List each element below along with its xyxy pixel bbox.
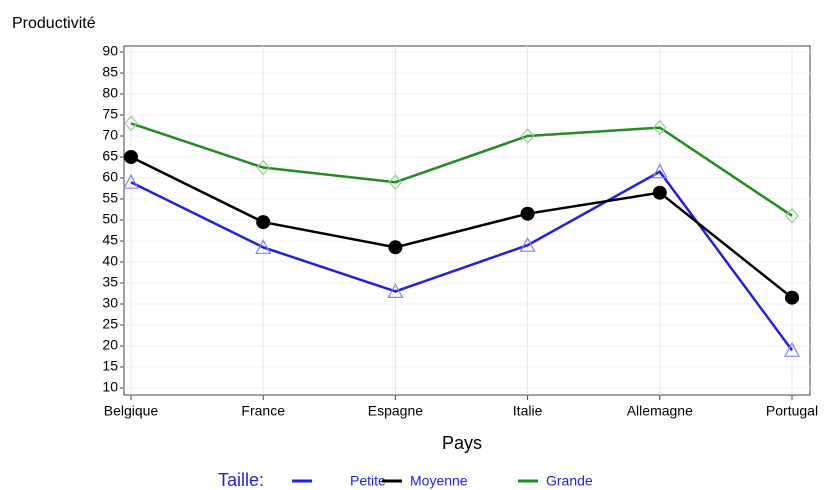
point xyxy=(256,159,270,176)
x-axis-label: Pays xyxy=(442,433,482,453)
point xyxy=(783,341,801,357)
x-tick-label: France xyxy=(241,403,285,419)
point xyxy=(256,215,271,230)
y-tick-label: 20 xyxy=(102,337,118,353)
y-tick-label: 65 xyxy=(102,148,118,164)
point xyxy=(124,115,138,132)
point xyxy=(520,206,535,221)
point xyxy=(652,185,667,200)
point xyxy=(651,163,668,179)
series-line xyxy=(130,155,793,299)
legend-label: Grande xyxy=(546,473,593,489)
x-tick-label: Allemagne xyxy=(627,403,693,419)
y-tick-label: 30 xyxy=(102,295,118,311)
y-tick-label: 85 xyxy=(102,64,118,80)
x-tick-label: Belgique xyxy=(104,403,159,419)
point xyxy=(785,207,799,224)
point xyxy=(124,150,138,164)
legend-label: Petite xyxy=(350,473,386,489)
y-tick-label: 60 xyxy=(102,169,118,185)
point xyxy=(388,240,403,255)
y-tick-label: 75 xyxy=(102,106,118,122)
x-tick-label: Espagne xyxy=(368,403,423,419)
y-tick-label: 50 xyxy=(102,211,118,227)
x-tick-label: Portugal xyxy=(766,403,818,419)
legend-title: Taille: xyxy=(218,470,264,490)
y-tick-label: 45 xyxy=(102,232,118,248)
point xyxy=(122,173,140,189)
y-tick-label: 35 xyxy=(102,274,118,290)
point xyxy=(520,128,535,144)
point xyxy=(255,239,272,254)
series-line xyxy=(130,170,794,351)
point xyxy=(387,283,404,298)
y-tick-label: 25 xyxy=(102,316,118,332)
y-tick-label: 80 xyxy=(102,85,118,101)
series-line xyxy=(130,122,793,217)
point xyxy=(653,119,667,136)
point xyxy=(388,174,403,191)
y-axis-label: Productivité xyxy=(12,15,96,32)
y-tick-label: 70 xyxy=(102,127,118,143)
y-tick-label: 40 xyxy=(102,253,118,269)
point xyxy=(519,236,536,252)
y-tick-label: 15 xyxy=(102,358,118,374)
y-tick-label: 55 xyxy=(102,190,118,206)
y-tick-label: 90 xyxy=(102,43,118,59)
y-tick-label: 10 xyxy=(102,379,118,395)
x-tick-label: Italie xyxy=(513,403,543,419)
legend-label: Moyenne xyxy=(410,473,468,489)
point xyxy=(785,290,799,305)
